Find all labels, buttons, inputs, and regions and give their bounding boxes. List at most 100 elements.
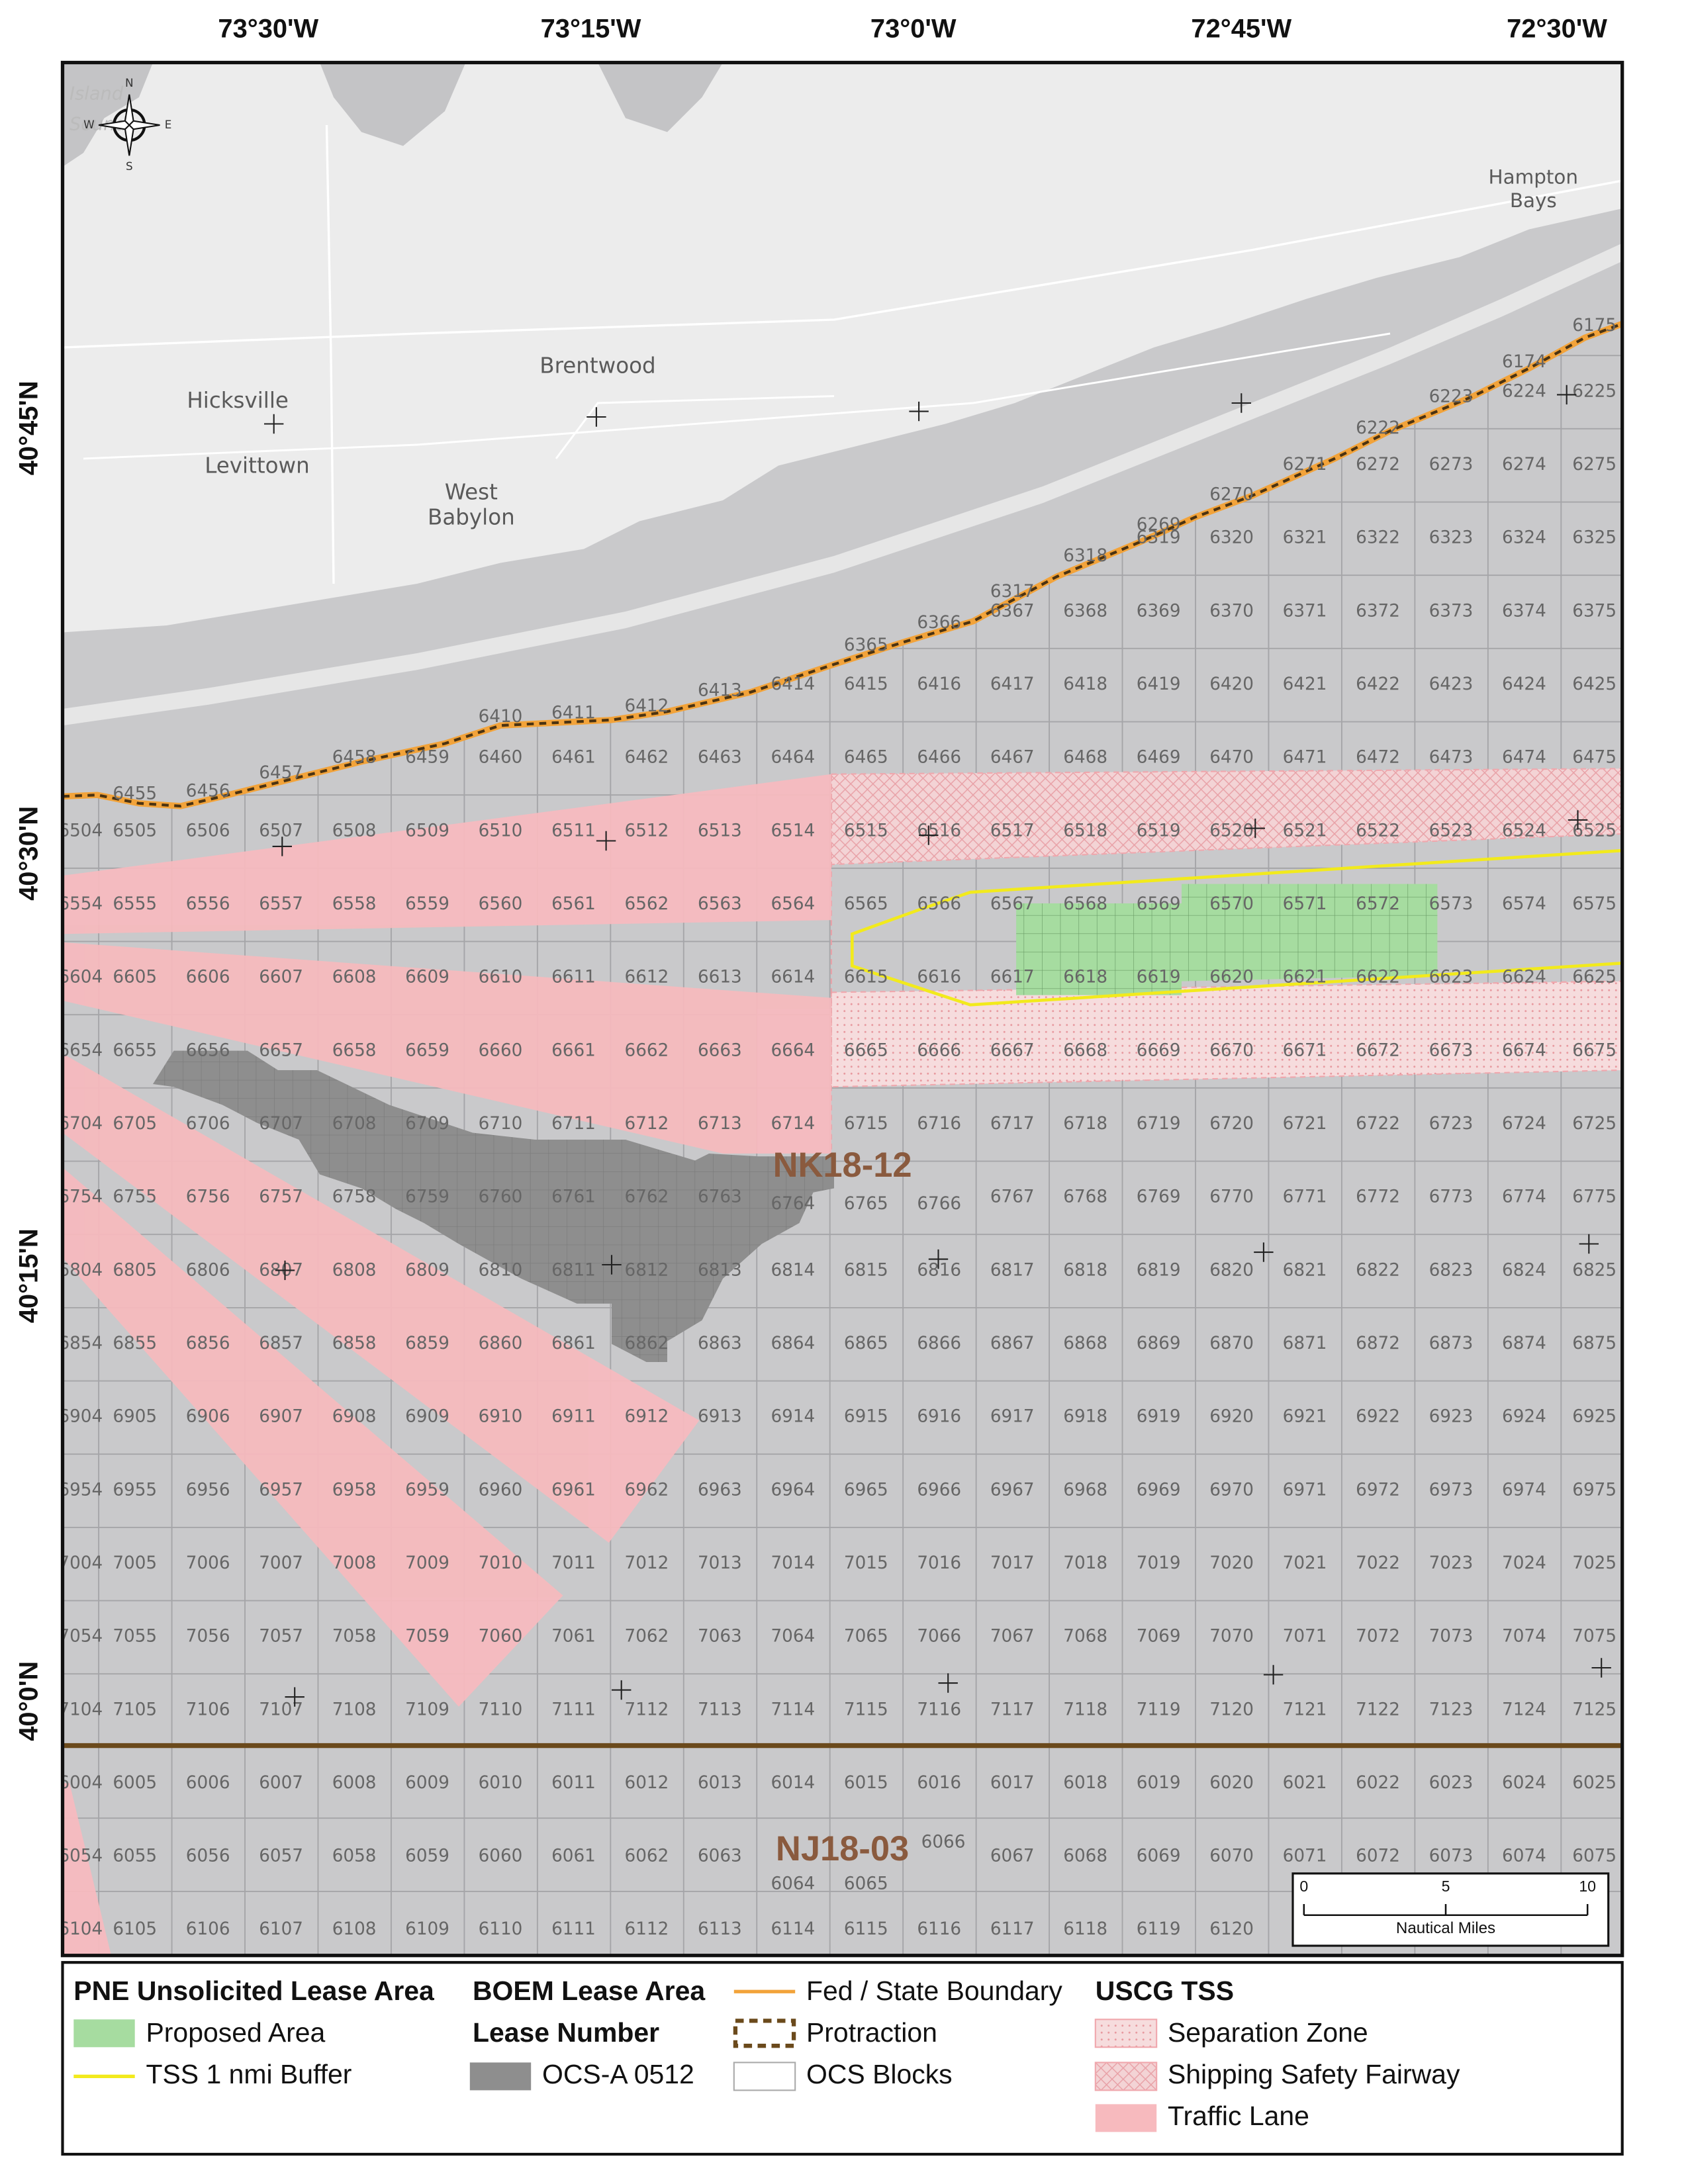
- block-number: 6275: [1572, 455, 1617, 475]
- block-number: 6856: [186, 1334, 230, 1353]
- block-number: 6473: [1429, 748, 1474, 768]
- block-number: 6810: [479, 1260, 523, 1280]
- harbor: [319, 62, 466, 146]
- block-number: 6914: [771, 1407, 815, 1427]
- block-number: 7016: [917, 1553, 961, 1573]
- block-number: 6417: [990, 674, 1035, 694]
- fed-state-boundary: [62, 320, 1622, 809]
- block-number: 7074: [1502, 1627, 1546, 1647]
- block-number: 6104: [58, 1919, 103, 1939]
- block-number: 6319: [1137, 528, 1181, 548]
- block-number: 6461: [551, 748, 596, 768]
- graticule-cross: [938, 1673, 958, 1693]
- block-number: 7125: [1572, 1700, 1617, 1719]
- block-number: 6905: [113, 1407, 157, 1427]
- traffic-lane: [62, 774, 831, 934]
- block-number: 7018: [1063, 1553, 1107, 1573]
- block-number: 6821: [1283, 1260, 1327, 1280]
- block-number: 6120: [1209, 1919, 1254, 1939]
- block-number: 6568: [1063, 894, 1107, 914]
- legend-item: Fed / State Boundary: [806, 1976, 1062, 2006]
- block-number: 6520: [1209, 821, 1254, 841]
- block-number: 6709: [405, 1114, 449, 1134]
- block-number: 7071: [1283, 1627, 1327, 1647]
- block-number: 7067: [990, 1627, 1035, 1647]
- block-number: 6515: [844, 821, 888, 841]
- block-number: 6012: [625, 1773, 669, 1793]
- block-number: 6708: [332, 1114, 377, 1134]
- block-number: 7104: [58, 1700, 103, 1719]
- block-number: 6317: [990, 582, 1035, 602]
- graticule-cross: [1263, 1664, 1284, 1685]
- block-number: 6075: [1572, 1846, 1617, 1866]
- block-number: 6619: [1137, 968, 1181, 987]
- block-number: 7063: [698, 1627, 742, 1647]
- block-number: 6270: [1209, 485, 1254, 505]
- lat-label: 40°30'N: [15, 806, 44, 901]
- block-number: 6658: [332, 1040, 377, 1060]
- block-number: 6719: [1137, 1114, 1181, 1134]
- block-number: 6425: [1572, 674, 1617, 694]
- block-number: 6557: [259, 894, 303, 914]
- block-number: 6672: [1356, 1040, 1400, 1060]
- legend-swatch: [733, 2062, 796, 2091]
- block-number: 6564: [771, 894, 815, 914]
- lon-label: 72°30'W: [1507, 15, 1607, 44]
- block-number: 6112: [625, 1919, 669, 1939]
- block-number: 6223: [1429, 387, 1474, 407]
- block-number: 6554: [58, 894, 103, 914]
- lon-label: 73°15'W: [541, 15, 641, 44]
- block-number: 6070: [1209, 1846, 1254, 1866]
- block-number: 6424: [1502, 674, 1546, 694]
- block-number: 7118: [1063, 1700, 1107, 1719]
- block-number: 6669: [1137, 1040, 1181, 1060]
- block-number: 6661: [551, 1040, 596, 1060]
- block-number: 6769: [1137, 1187, 1181, 1207]
- block-number: 7013: [698, 1553, 742, 1573]
- block-number: 6517: [990, 821, 1035, 841]
- block-number: 6823: [1429, 1260, 1474, 1280]
- block-number: 6714: [771, 1114, 815, 1134]
- legend-swatch: [73, 2019, 135, 2048]
- block-number: 7024: [1502, 1553, 1546, 1573]
- block-number: 7107: [259, 1700, 303, 1719]
- block-number: 7023: [1429, 1553, 1474, 1573]
- block-number: 7025: [1572, 1553, 1617, 1573]
- block-number: 6717: [990, 1114, 1035, 1134]
- block-number: 6523: [1429, 821, 1474, 841]
- block-number: 6108: [332, 1919, 377, 1939]
- block-number: 6815: [844, 1260, 888, 1280]
- block-number: 6475: [1572, 748, 1617, 768]
- graticule-cross: [602, 1255, 622, 1275]
- block-number: 6704: [58, 1114, 103, 1134]
- graticule-cross: [1591, 1658, 1611, 1678]
- block-number: 6018: [1063, 1773, 1107, 1793]
- block-number: 6674: [1502, 1040, 1546, 1060]
- block-number: 6068: [1063, 1846, 1107, 1866]
- block-number: 6764: [771, 1194, 815, 1214]
- block-number: 6960: [479, 1480, 523, 1500]
- block-number: 6071: [1283, 1846, 1327, 1866]
- block-number: 6269: [1137, 515, 1181, 535]
- block-number: 6057: [259, 1846, 303, 1866]
- block-number: 6106: [186, 1919, 230, 1939]
- block-number: 7105: [113, 1700, 157, 1719]
- legend-swatch: [733, 2019, 796, 2048]
- road: [555, 395, 835, 459]
- compass: N S E W: [83, 76, 171, 173]
- block-number: 6468: [1063, 748, 1107, 768]
- block-number: 6373: [1429, 601, 1474, 621]
- block-number: 6705: [113, 1114, 157, 1134]
- legend-title: USCG TSS: [1096, 1976, 1234, 2006]
- block-number: 6074: [1502, 1846, 1546, 1866]
- block-number: 6775: [1572, 1187, 1617, 1207]
- block-number: 6723: [1429, 1114, 1474, 1134]
- block-number: 6465: [844, 748, 888, 768]
- block-number: 6955: [113, 1480, 157, 1500]
- block-number: 6561: [551, 894, 596, 914]
- block-number: 6806: [186, 1260, 230, 1280]
- proposed-area: [1016, 884, 1438, 995]
- block-number: 6472: [1356, 748, 1400, 768]
- block-number: 6368: [1063, 601, 1107, 621]
